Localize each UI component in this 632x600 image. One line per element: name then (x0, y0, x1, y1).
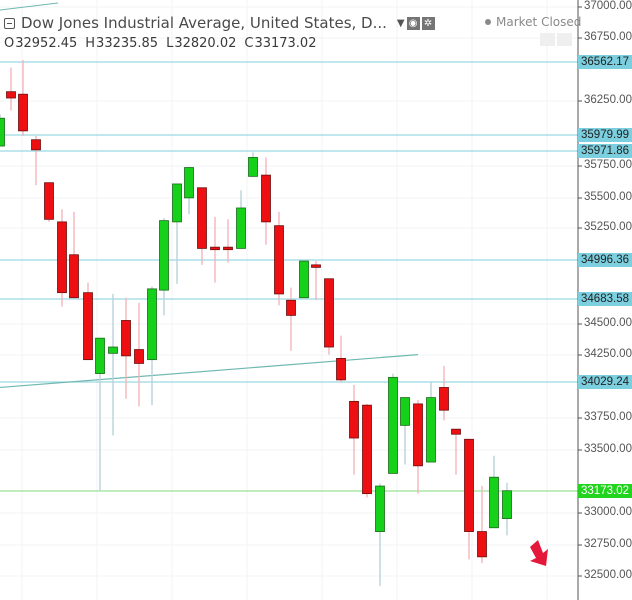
scroll-right-button[interactable] (557, 33, 572, 46)
candle[interactable] (223, 219, 233, 263)
candle[interactable] (147, 286, 157, 406)
low-value: L32820.02 (166, 36, 237, 51)
candle[interactable] (184, 167, 194, 215)
candle[interactable] (324, 278, 334, 355)
scroll-buttons[interactable] (540, 33, 572, 46)
candle[interactable] (413, 400, 423, 494)
candle[interactable] (31, 135, 41, 186)
axis-tick-label: 32750.00 (584, 538, 632, 550)
axis-tick-label: 32500.00 (584, 569, 632, 581)
current-price-tag: 33173.02 (578, 484, 632, 498)
candle[interactable] (439, 365, 449, 421)
candle[interactable] (0, 114, 5, 147)
open-value: O32952.45 (4, 36, 78, 51)
level-price-tag: 34683.58 (578, 292, 632, 306)
axis-tick-label: 35500.00 (584, 191, 632, 203)
candle[interactable] (108, 293, 118, 436)
symbol-title[interactable]: Dow Jones Industrial Average, United Sta… (21, 14, 387, 32)
level-price-tag: 34029.24 (578, 375, 632, 389)
candle[interactable] (489, 455, 499, 529)
candle[interactable] (159, 218, 169, 316)
candle[interactable] (451, 428, 461, 475)
candle[interactable] (336, 335, 346, 383)
candle[interactable] (375, 483, 385, 586)
level-price-tag: 35979.99 (578, 128, 632, 142)
level-price-tag: 34996.36 (578, 253, 632, 267)
candle[interactable] (261, 157, 271, 245)
candle[interactable] (349, 384, 359, 475)
candle[interactable] (311, 261, 321, 301)
chevron-down-icon[interactable]: ▼ (396, 17, 405, 29)
symbol-title-row: Dow Jones Industrial Average, United Sta… (4, 13, 435, 33)
high-value: H33235.85 (85, 36, 159, 51)
candle[interactable] (197, 187, 207, 265)
candle[interactable] (426, 382, 436, 463)
axis-tick-label: 33500.00 (584, 443, 632, 455)
axis-tick-label: 33000.00 (584, 506, 632, 518)
axis-tick-label: 35750.00 (584, 159, 632, 171)
candle[interactable] (57, 209, 67, 307)
down-arrow-icon (530, 540, 548, 566)
candle[interactable] (69, 211, 79, 299)
gear-icon[interactable]: ✲ (421, 16, 435, 30)
candle[interactable] (502, 482, 512, 536)
candle[interactable] (299, 259, 309, 299)
ohlc-values: O32952.45 H33235.85 L32820.02 C33173.02 (4, 36, 435, 51)
level-price-tag: 35971.86 (578, 144, 632, 158)
candle[interactable] (248, 152, 258, 177)
candle[interactable] (6, 67, 16, 111)
candle[interactable] (210, 216, 220, 283)
axis-tick-label: 37000.00 (584, 0, 632, 12)
market-status: Market Closed (485, 15, 581, 29)
close-value: C33173.02 (244, 36, 317, 51)
eye-icon[interactable]: ◉ (406, 16, 420, 30)
candle[interactable] (18, 60, 28, 136)
trend-line (0, 354, 419, 389)
status-dot-icon (485, 19, 491, 25)
candle[interactable] (83, 282, 93, 361)
axis-tick-label: 33750.00 (584, 411, 632, 423)
candle[interactable] (236, 190, 246, 249)
candle[interactable] (388, 373, 398, 474)
axis-tick-label: 34250.00 (584, 348, 632, 360)
axis-tick-label: 35250.00 (584, 221, 632, 233)
candle[interactable] (172, 183, 182, 284)
candle[interactable] (464, 438, 474, 560)
candle[interactable] (477, 486, 487, 564)
candle[interactable] (400, 397, 410, 465)
candle[interactable] (274, 211, 284, 306)
axis-tick-label: 36250.00 (584, 94, 632, 106)
level-price-tag: 36562.17 (578, 55, 632, 69)
collapse-icon[interactable] (4, 17, 15, 29)
candle[interactable] (121, 297, 131, 399)
scroll-left-button[interactable] (540, 33, 555, 46)
axis-tick-label: 34500.00 (584, 317, 632, 329)
chart-legend: Dow Jones Industrial Average, United Sta… (4, 13, 435, 51)
axis-tick-label: 36750.00 (584, 31, 632, 43)
candle[interactable] (95, 337, 105, 492)
candle[interactable] (134, 302, 144, 407)
candle[interactable] (362, 403, 372, 498)
candle[interactable] (286, 287, 296, 351)
candle[interactable] (44, 182, 54, 222)
